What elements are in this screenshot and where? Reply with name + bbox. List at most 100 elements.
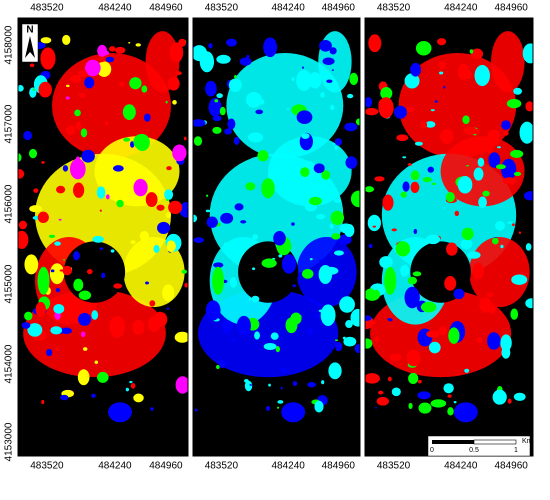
land-cover-patch xyxy=(141,85,148,93)
land-cover-patch xyxy=(261,178,275,199)
land-cover-patch xyxy=(334,138,343,146)
land-cover-patch xyxy=(206,216,218,228)
land-cover-patch xyxy=(251,267,256,271)
land-cover-patch xyxy=(308,196,322,206)
land-cover-patch xyxy=(28,148,38,159)
land-cover-patch xyxy=(431,182,437,186)
land-cover-patch xyxy=(166,307,170,310)
land-cover-patch xyxy=(387,376,392,382)
land-cover-patch xyxy=(69,74,82,83)
land-cover-patch xyxy=(430,109,435,112)
land-cover-patch xyxy=(249,384,253,386)
land-cover-patch xyxy=(193,237,204,244)
land-cover-patch xyxy=(492,389,507,405)
y-coordinate-label: 4157000 xyxy=(4,104,15,143)
y-coordinate-label: 4153000 xyxy=(4,422,15,461)
land-cover-patch xyxy=(344,122,358,132)
land-cover-patch xyxy=(463,126,478,136)
land-cover-patch xyxy=(369,321,376,325)
land-cover-patch xyxy=(464,368,470,373)
x-coordinate-label: 484960 xyxy=(322,461,356,472)
land-cover-patch xyxy=(96,61,112,77)
y-coordinate-label: 4154000 xyxy=(4,344,15,383)
land-cover-patch xyxy=(212,126,222,134)
land-cover-patch xyxy=(511,274,528,285)
land-cover-patch xyxy=(523,191,533,201)
land-cover-patch xyxy=(168,200,183,215)
land-cover-patch xyxy=(404,106,415,113)
land-cover-patch xyxy=(234,75,237,79)
land-cover-patch xyxy=(345,156,358,169)
land-cover-patch xyxy=(82,347,88,351)
land-cover-patch xyxy=(35,301,46,317)
land-cover-patch xyxy=(467,251,481,259)
x-coordinate-label: 484960 xyxy=(494,461,528,472)
land-cover-patch xyxy=(223,327,229,335)
dark-center xyxy=(63,241,126,303)
land-cover-patch xyxy=(78,312,92,326)
panel-frame xyxy=(192,17,361,457)
land-cover-patch xyxy=(301,268,314,279)
land-cover-patch xyxy=(166,240,176,253)
land-cover-patch xyxy=(223,242,227,246)
land-cover-patch xyxy=(110,249,115,253)
land-cover-patch xyxy=(167,76,180,91)
land-cover-patch xyxy=(469,237,530,308)
land-cover-patch xyxy=(414,141,423,146)
land-cover-patch xyxy=(415,41,432,56)
land-cover-patch xyxy=(337,196,340,200)
land-cover-patch xyxy=(474,64,490,87)
land-cover-patch xyxy=(216,54,231,64)
land-cover-patch xyxy=(513,171,522,176)
land-cover-patch xyxy=(133,393,144,403)
land-cover-patch xyxy=(407,276,418,285)
land-cover-patch xyxy=(372,284,377,291)
land-cover-patch xyxy=(402,181,410,192)
land-cover-patch xyxy=(292,284,297,288)
land-cover-patch xyxy=(380,86,393,100)
map-panel xyxy=(365,18,533,456)
land-cover-patch xyxy=(97,44,108,57)
land-cover-patch xyxy=(365,288,381,301)
land-cover-patch xyxy=(314,314,320,319)
land-cover-patch xyxy=(255,109,264,115)
land-cover-patch xyxy=(33,188,39,193)
north-arrow: N xyxy=(21,23,39,63)
land-cover-patch xyxy=(347,93,354,99)
land-cover-patch xyxy=(482,190,490,197)
land-cover-patch xyxy=(365,186,375,193)
land-cover-patch xyxy=(343,336,357,347)
land-cover-patch xyxy=(193,136,203,146)
land-cover-patch xyxy=(501,158,517,181)
land-cover-patch xyxy=(92,235,104,243)
land-cover-patch xyxy=(24,254,39,275)
land-cover-patch xyxy=(69,158,86,180)
land-cover-patch xyxy=(454,210,460,217)
land-cover-patch xyxy=(266,405,271,411)
land-cover-patch xyxy=(309,257,313,261)
land-cover-patch xyxy=(62,265,73,276)
land-cover-patch xyxy=(212,115,222,122)
land-cover-patch xyxy=(78,290,92,300)
y-coordinate-label: 4155000 xyxy=(4,264,15,303)
land-cover-patch xyxy=(525,298,533,309)
land-cover-patch xyxy=(122,104,136,121)
land-cover-patch xyxy=(240,220,247,224)
land-cover-patch xyxy=(18,85,24,92)
land-cover-patch xyxy=(91,310,99,320)
land-cover-patch xyxy=(319,39,332,52)
land-cover-patch xyxy=(330,104,335,111)
land-cover-patch xyxy=(175,376,188,394)
land-cover-patch xyxy=(32,88,36,92)
land-cover-patch xyxy=(510,149,524,158)
land-cover-patch xyxy=(130,240,136,245)
land-cover-patch xyxy=(165,100,168,104)
land-cover-patch xyxy=(214,99,219,103)
land-cover-patch xyxy=(23,130,33,141)
land-cover-patch xyxy=(408,402,413,410)
map-panel xyxy=(193,18,360,456)
land-cover-patch xyxy=(97,371,109,383)
land-cover-patch xyxy=(18,169,25,179)
land-cover-patch xyxy=(77,70,88,78)
land-cover-patch xyxy=(410,62,421,77)
